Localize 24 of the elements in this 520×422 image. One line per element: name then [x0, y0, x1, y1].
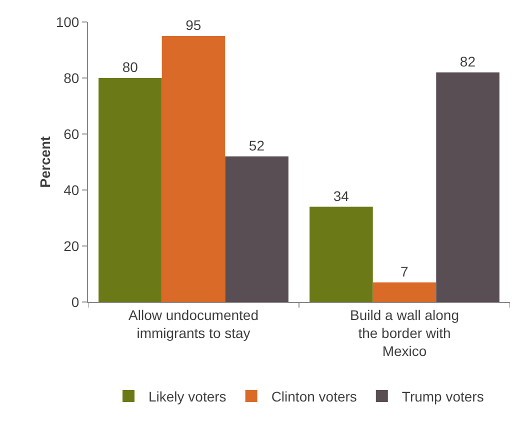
data-label: 95: [186, 17, 202, 33]
y-tick-label: 40: [64, 182, 80, 198]
y-tick-label: 20: [64, 238, 80, 254]
bar: [162, 36, 226, 302]
bar: [372, 282, 436, 302]
y-axis-title: Percent: [37, 136, 53, 188]
legend-label: Clinton voters: [271, 388, 357, 404]
bar: [310, 206, 373, 302]
bar: [225, 156, 288, 302]
data-label: 82: [460, 53, 476, 70]
legend-label: Trump voters: [402, 388, 484, 404]
bar: [436, 72, 500, 302]
data-label: 52: [248, 137, 265, 154]
y-tick-label: 100: [56, 14, 80, 30]
legend-label: Likely voters: [148, 388, 226, 404]
x-tick-label: Allow undocumented immigrants to stay: [128, 306, 258, 341]
y-tick-label: 80: [64, 70, 80, 86]
y-tick-label: 0: [71, 294, 80, 310]
data-label: 34: [333, 188, 350, 204]
data-label: 7: [400, 263, 408, 280]
bar: [98, 78, 162, 302]
y-tick-label: 60: [64, 126, 80, 142]
data-label: 80: [122, 59, 138, 75]
x-tick-label: Build a wall along the border with Mexico: [350, 306, 459, 360]
